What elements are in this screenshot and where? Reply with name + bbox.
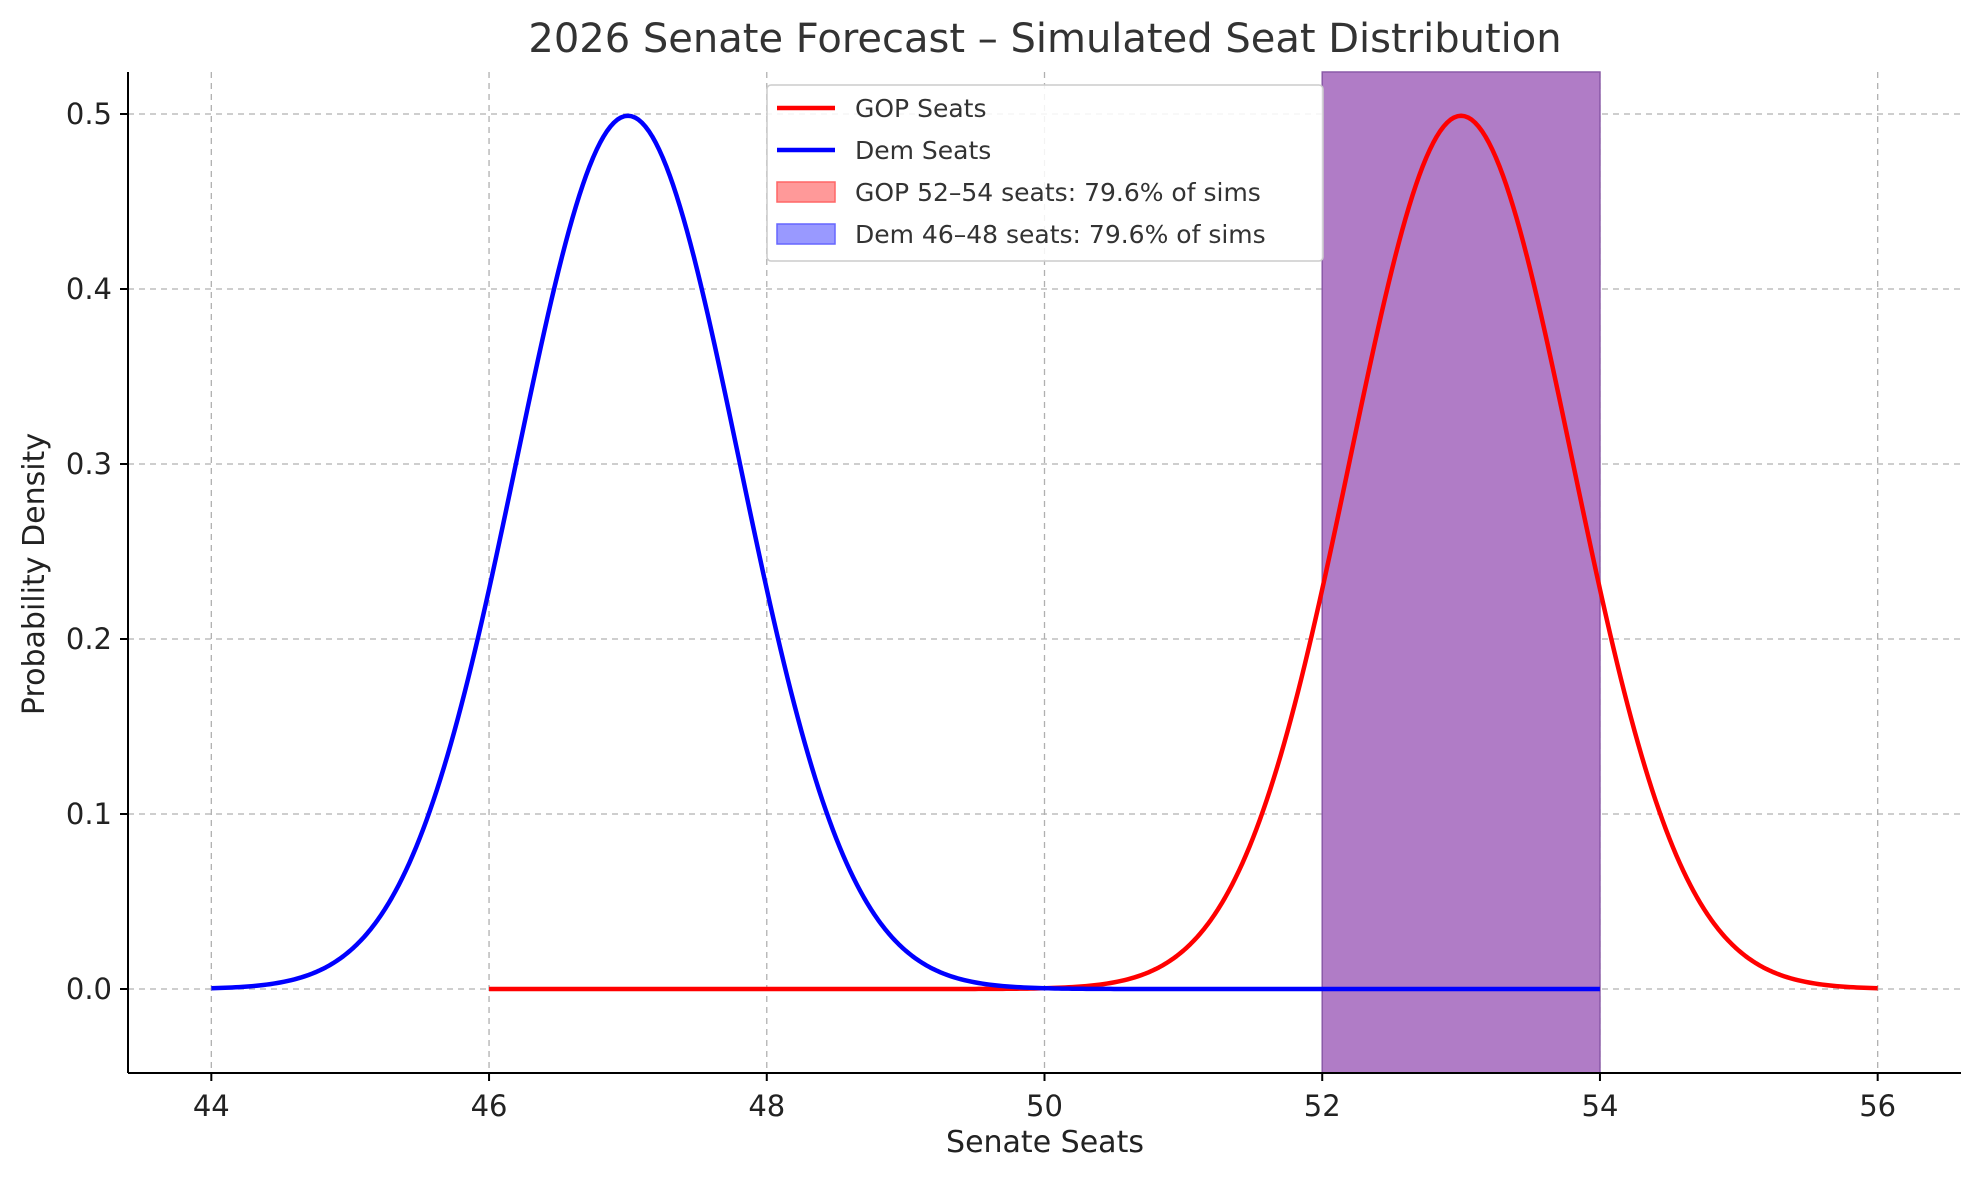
legend-entry-gop-seats: GOP Seats (777, 94, 986, 123)
x-tick-label-4: 52 (1304, 1089, 1341, 1123)
x-tick-label-6: 56 (1859, 1089, 1896, 1123)
legend-entry-dem-range-swatch (776, 223, 836, 245)
y-tick-label-5: 0.5 (66, 97, 112, 131)
y-axis-label: Probability Density (17, 433, 52, 715)
y-tick-label-2: 0.2 (66, 622, 112, 656)
tick-labels: 44 46 48 50 52 54 56 0.0 0.1 0.2 0.3 0.4 0.5 (66, 97, 1896, 1123)
legend-entry-dem-seats: Dem Seats (777, 136, 991, 165)
x-tick-label-5: 54 (1582, 1089, 1619, 1123)
x-tick-label-0: 44 (193, 1089, 230, 1123)
legend-entry-dem-seats-label: Dem Seats (855, 136, 991, 165)
series-lines (211, 113, 1878, 992)
legend-entry-dem-range-label: Dem 46–48 seats: 79.6% of sims (855, 220, 1266, 249)
legend-box (766, 84, 1324, 262)
x-tick-label-1: 46 (471, 1089, 508, 1123)
legend-entry-gop-seats-label: GOP Seats (855, 94, 986, 123)
legend-entry-gop-range-label: GOP 52–54 seats: 79.6% of sims (855, 178, 1261, 207)
series-line-gop (489, 113, 1878, 992)
y-tick-label-3: 0.3 (66, 447, 112, 481)
y-tick-label-4: 0.4 (66, 272, 112, 306)
shaded-band (1321, 71, 1601, 1074)
x-tick-label-2: 48 (748, 1089, 785, 1123)
legend-entry-gop-range-swatch (776, 181, 836, 203)
y-tick-label-0: 0.0 (66, 972, 112, 1006)
series-line-dem (211, 113, 1600, 992)
x-axis-label: Senate Seats (946, 1125, 1144, 1160)
chart-title: 2026 Senate Forecast – Simulated Seat Di… (528, 16, 1561, 62)
legend: GOP Seats Dem Seats GOP 52–54 seats: 79.6%… (766, 84, 1324, 262)
legend-entry-gop-range: GOP 52–54 seats: 79.6% of sims (776, 178, 1261, 207)
y-tick-label-1: 0.1 (66, 797, 112, 831)
x-tick-label-3: 50 (1026, 1089, 1063, 1123)
legend-entry-dem-range: Dem 46–48 seats: 79.6% of sims (776, 220, 1266, 249)
shaded-band-52-54 (1321, 71, 1601, 1074)
